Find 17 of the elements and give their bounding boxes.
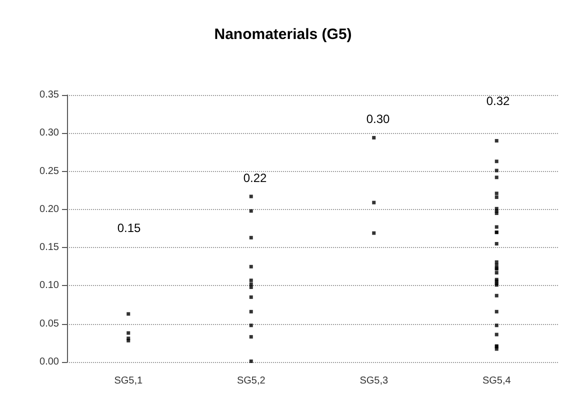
chart-title: Nanomaterials (G5) <box>214 26 352 43</box>
annotation: 0.30 <box>366 112 390 126</box>
y-tick-label: 0.15 <box>40 242 60 254</box>
y-tick-label: 0.05 <box>40 318 60 330</box>
x-tick-label: SG5,4 <box>482 376 512 386</box>
annotation: 0.32 <box>486 94 510 108</box>
y-tick-label: 0.00 <box>40 356 60 368</box>
y-tick-label: 0.35 <box>40 90 60 100</box>
x-tick-label: SG5,3 <box>360 376 388 386</box>
y-tick-label: 0.30 <box>40 128 60 139</box>
y-tick-label: 0.10 <box>40 280 60 292</box>
x-tick-label: SG5,1 <box>114 376 143 386</box>
x-tick-label: SG5,2 <box>236 376 266 386</box>
y-tick-label: 0.20 <box>40 204 60 215</box>
y-tick-label: 0.25 <box>40 166 60 177</box>
annotation: 0.22 <box>243 171 267 185</box>
annotation: 0.15 <box>117 221 141 235</box>
